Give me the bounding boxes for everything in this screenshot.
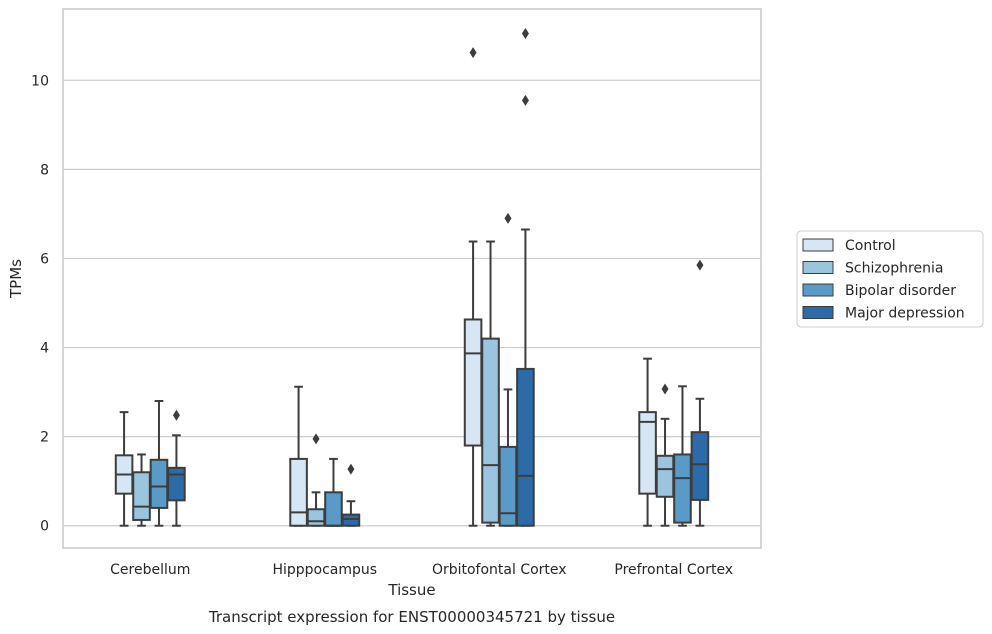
box-3-0 bbox=[638, 357, 657, 527]
box-2-2 bbox=[498, 212, 518, 527]
box-iqr bbox=[638, 411, 657, 495]
box-3-3 bbox=[690, 259, 710, 527]
box-iqr bbox=[481, 337, 500, 524]
boxes-layer bbox=[114, 28, 710, 527]
legend-swatch bbox=[802, 306, 834, 319]
box-iqr bbox=[306, 508, 326, 527]
x-tick-labels: Cerebellum Hipppocampus Orbitofontal Corte… bbox=[110, 562, 733, 578]
box-2-3 bbox=[516, 28, 535, 527]
outlier-point bbox=[172, 409, 180, 421]
legend-swatch bbox=[802, 238, 834, 252]
y-tick-label: 0 bbox=[40, 519, 49, 535]
box-iqr bbox=[149, 458, 169, 509]
y-tick-label: 6 bbox=[40, 251, 49, 267]
box-1-3 bbox=[341, 463, 361, 527]
legend-swatch bbox=[802, 261, 834, 274]
outlier-point bbox=[521, 28, 529, 39]
x-tick-label: Prefrontal Cortex bbox=[614, 562, 733, 578]
x-tick-label: Cerebellum bbox=[110, 562, 190, 578]
box-iqr bbox=[167, 466, 186, 502]
y-tick-label: 10 bbox=[31, 73, 49, 89]
box-1-2 bbox=[324, 457, 343, 527]
legend-frame bbox=[796, 230, 984, 328]
box-0-0 bbox=[114, 411, 134, 527]
box-0-2 bbox=[149, 400, 169, 527]
outlier-point bbox=[661, 383, 669, 395]
box-iqr bbox=[655, 454, 675, 498]
legend-entry-label: Bipolar disorder bbox=[845, 283, 956, 299]
box-3-2 bbox=[673, 385, 692, 527]
x-axis-label: Tissue bbox=[387, 581, 435, 599]
chart-title: Transcript expression for ENST0000034572… bbox=[208, 608, 615, 626]
outlier-point bbox=[469, 47, 477, 59]
legend: Control Schizophrenia Bipolar disorder Majo… bbox=[796, 230, 984, 328]
box-iqr bbox=[341, 513, 361, 527]
legend-entry-label: Control bbox=[845, 238, 896, 254]
box-2-1 bbox=[481, 240, 500, 527]
box-iqr bbox=[324, 491, 343, 527]
box-iqr bbox=[690, 431, 710, 501]
outlier-point bbox=[347, 463, 355, 475]
y-tick-label: 8 bbox=[40, 162, 49, 178]
box-0-1 bbox=[132, 453, 151, 527]
box-1-1 bbox=[306, 433, 326, 527]
y-axis-label: TPMs bbox=[7, 259, 25, 299]
outlier-point bbox=[504, 212, 512, 224]
y-tick-label: 4 bbox=[40, 341, 49, 357]
legend-swatch bbox=[802, 283, 834, 297]
outlier-point bbox=[521, 94, 529, 106]
legend-entry-label: Schizophrenia bbox=[845, 261, 943, 277]
y-tick-labels: 0 2 4 6 8 10 bbox=[31, 73, 49, 534]
y-tick-label: 2 bbox=[40, 430, 49, 446]
legend-entry-label: Major depression bbox=[845, 306, 965, 322]
outlier-point bbox=[312, 433, 320, 445]
box-3-1 bbox=[655, 383, 675, 527]
box-iqr bbox=[289, 457, 308, 527]
outlier-point bbox=[696, 259, 704, 271]
box-2-0 bbox=[463, 47, 483, 527]
x-tick-label: Orbitofontal Cortex bbox=[432, 562, 567, 578]
box-iqr bbox=[516, 367, 535, 527]
box-iqr bbox=[463, 318, 483, 447]
box-iqr bbox=[673, 453, 692, 524]
box-0-3 bbox=[167, 409, 186, 527]
box-iqr bbox=[132, 471, 151, 521]
x-tick-label: Hipppocampus bbox=[272, 562, 377, 578]
plot-area-frame bbox=[62, 8, 762, 549]
box-1-0 bbox=[289, 385, 308, 527]
